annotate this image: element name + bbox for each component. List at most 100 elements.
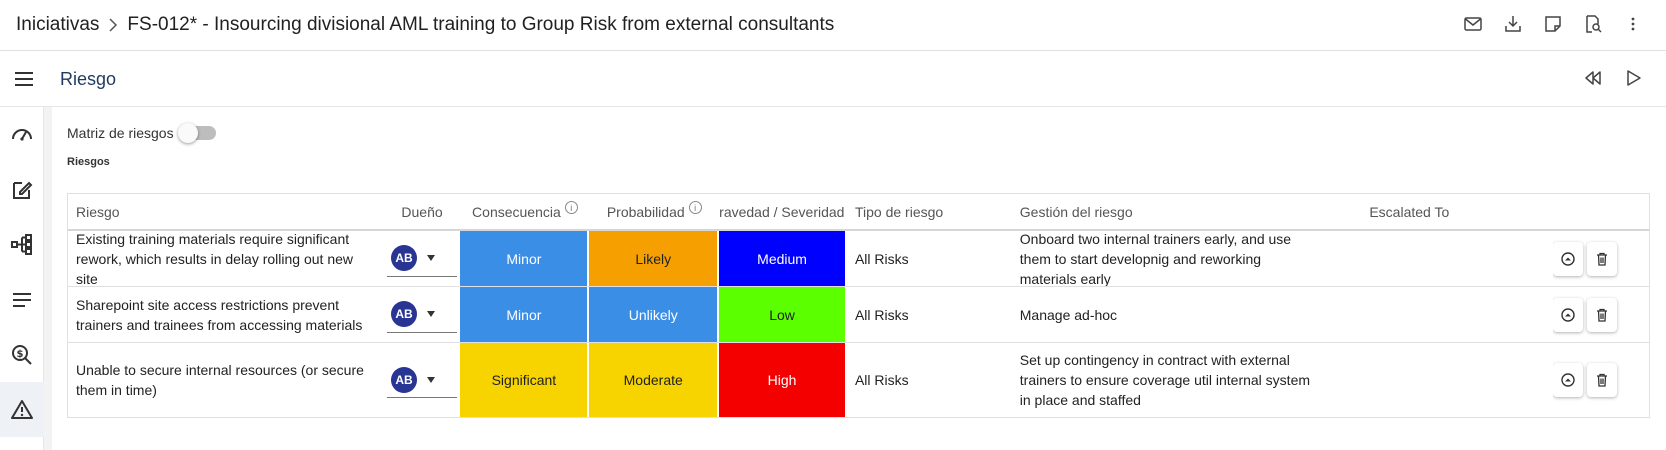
- risk-type[interactable]: All Risks: [854, 250, 909, 267]
- col-dueno[interactable]: Dueño: [401, 203, 443, 220]
- owner-cell: AB: [384, 343, 461, 417]
- severity-rating: Medium: [719, 231, 847, 286]
- arrow-up-circle-icon: [1561, 307, 1575, 322]
- trash-icon: [1597, 373, 1607, 387]
- page-title: FS-012* - Insourcing divisional AML trai…: [127, 14, 835, 35]
- owner-select[interactable]: AB: [387, 241, 458, 277]
- probability-rating[interactable]: Unlikely: [589, 287, 720, 342]
- main-content: Matriz de riesgos Riesgos Riesgo Dueño C…: [52, 107, 1666, 450]
- matrix-toggle-label: Matriz de riesgos: [67, 125, 174, 141]
- risk-cell[interactable]: Unable to secure internal resources (or …: [68, 343, 384, 417]
- col-probabilidad-label: Probabilidad: [606, 203, 685, 220]
- risk-cell[interactable]: Sharepoint site access restrictions prev…: [68, 287, 384, 342]
- section-title: Riesgo: [60, 69, 117, 89]
- owner-select[interactable]: AB: [387, 297, 458, 333]
- col-escalated[interactable]: Escalated To: [1369, 203, 1450, 220]
- consequence-rating[interactable]: Minor: [460, 231, 590, 286]
- risk-management-text: Manage ad-hoc: [1019, 306, 1118, 323]
- consequence-rating[interactable]: Significant: [460, 343, 590, 417]
- dashboard-icon[interactable]: [0, 107, 44, 162]
- avatar: AB: [391, 245, 418, 271]
- row-actions: [1553, 343, 1649, 417]
- matrix-toggle-row: Matriz de riesgos: [67, 123, 216, 143]
- mail-icon[interactable]: [1460, 11, 1486, 37]
- col-gravedad[interactable]: ravedad / Severidad: [719, 194, 847, 229]
- delete-button[interactable]: [1587, 297, 1617, 332]
- row-actions: [1553, 231, 1649, 286]
- breadcrumb: Iniciativas FS-012* - Insourcing divisio…: [16, 14, 834, 36]
- col-gestion[interactable]: Gestión del riesgo: [1019, 203, 1133, 220]
- risk-management-text: Set up contingency in contract with exte…: [1019, 352, 1311, 408]
- svg-text:$: $: [17, 349, 24, 360]
- col-riesgo[interactable]: Riesgo: [76, 203, 120, 220]
- side-nav: $: [0, 107, 44, 450]
- table-row: Existing training materials require sign…: [68, 231, 1649, 287]
- rail-divider: [44, 107, 52, 450]
- risk-text: Sharepoint site access restrictions prev…: [76, 296, 363, 333]
- breadcrumb-root[interactable]: Iniciativas: [16, 14, 100, 35]
- severity-rating: Low: [719, 287, 847, 342]
- top-header: Iniciativas FS-012* - Insourcing divisio…: [0, 0, 1666, 51]
- probability-rating[interactable]: Likely: [589, 231, 720, 286]
- delete-button[interactable]: [1587, 363, 1617, 397]
- avatar: AB: [391, 366, 418, 393]
- rewind-icon[interactable]: [1580, 65, 1606, 91]
- edit-icon[interactable]: [0, 162, 44, 217]
- avatar: AB: [391, 301, 418, 327]
- col-gravedad-label: ravedad / Severidad: [719, 203, 845, 220]
- consequence-rating[interactable]: Minor: [460, 287, 590, 342]
- owner-select[interactable]: AB: [387, 362, 458, 398]
- money-search-icon[interactable]: $: [0, 327, 44, 382]
- delete-button[interactable]: [1587, 241, 1617, 276]
- warning-icon[interactable]: [0, 382, 44, 437]
- severity-rating: High: [719, 343, 847, 417]
- col-consecuencia[interactable]: Consecuencia i: [461, 194, 590, 229]
- trash-icon: [1597, 308, 1607, 322]
- col-consecuencia-label: Consecuencia: [472, 203, 561, 220]
- hamburger-menu-icon[interactable]: [10, 65, 38, 93]
- risk-management[interactable]: Set up contingency in contract with exte…: [1012, 343, 1362, 417]
- caret-down-icon: [427, 376, 436, 383]
- workflow-icon[interactable]: [0, 217, 44, 272]
- risk-management-text: Onboard two internal trainers early, and…: [1019, 231, 1292, 286]
- trash-icon: [1597, 252, 1607, 266]
- more-vert-icon[interactable]: [1620, 11, 1646, 37]
- arrow-up-circle-icon: [1561, 251, 1575, 266]
- matrix-toggle[interactable]: [177, 123, 216, 143]
- download-icon[interactable]: [1500, 11, 1526, 37]
- arrow-up-circle-icon: [1561, 373, 1575, 387]
- escalated-to[interactable]: [1361, 287, 1553, 342]
- risks-caption: Riesgos: [67, 156, 110, 168]
- col-probabilidad[interactable]: Probabilidad i: [589, 194, 719, 229]
- section-bar: Riesgo: [0, 51, 1666, 107]
- document-search-icon[interactable]: [1580, 11, 1606, 37]
- risk-management[interactable]: Onboard two internal trainers early, and…: [1012, 231, 1362, 286]
- risk-management[interactable]: Manage ad-hoc: [1012, 287, 1362, 342]
- probability-rating[interactable]: Moderate: [589, 343, 720, 417]
- chevron-right-icon: [107, 18, 119, 32]
- risk-cell[interactable]: Existing training materials require sign…: [68, 231, 384, 286]
- note-icon[interactable]: [1540, 11, 1566, 37]
- risk-type[interactable]: All Risks: [854, 372, 909, 388]
- info-icon[interactable]: i: [688, 201, 702, 214]
- escalated-to[interactable]: [1361, 343, 1553, 417]
- risk-text: Existing training materials require sign…: [76, 231, 354, 286]
- escalate-button[interactable]: [1553, 363, 1584, 397]
- caret-down-icon: [427, 255, 436, 261]
- owner-cell: AB: [384, 231, 461, 286]
- play-icon[interactable]: [1620, 65, 1646, 91]
- risk-text: Unable to secure internal resources (or …: [76, 362, 364, 398]
- table-row: Unable to secure internal resources (or …: [68, 343, 1649, 418]
- escalate-button[interactable]: [1553, 297, 1584, 332]
- table-row: Sharepoint site access restrictions prev…: [68, 287, 1649, 343]
- col-tipo[interactable]: Tipo de riesgo: [854, 203, 944, 220]
- info-icon[interactable]: i: [564, 201, 578, 214]
- risks-table: Riesgo Dueño Consecuencia i Probabilidad…: [67, 193, 1650, 418]
- escalated-to[interactable]: [1361, 231, 1553, 286]
- risk-type[interactable]: All Risks: [854, 306, 909, 323]
- list-icon[interactable]: [0, 272, 44, 327]
- col-actions: [1553, 194, 1649, 229]
- toggle-knob: [177, 123, 198, 143]
- escalate-button[interactable]: [1553, 241, 1584, 276]
- owner-cell: AB: [384, 287, 461, 342]
